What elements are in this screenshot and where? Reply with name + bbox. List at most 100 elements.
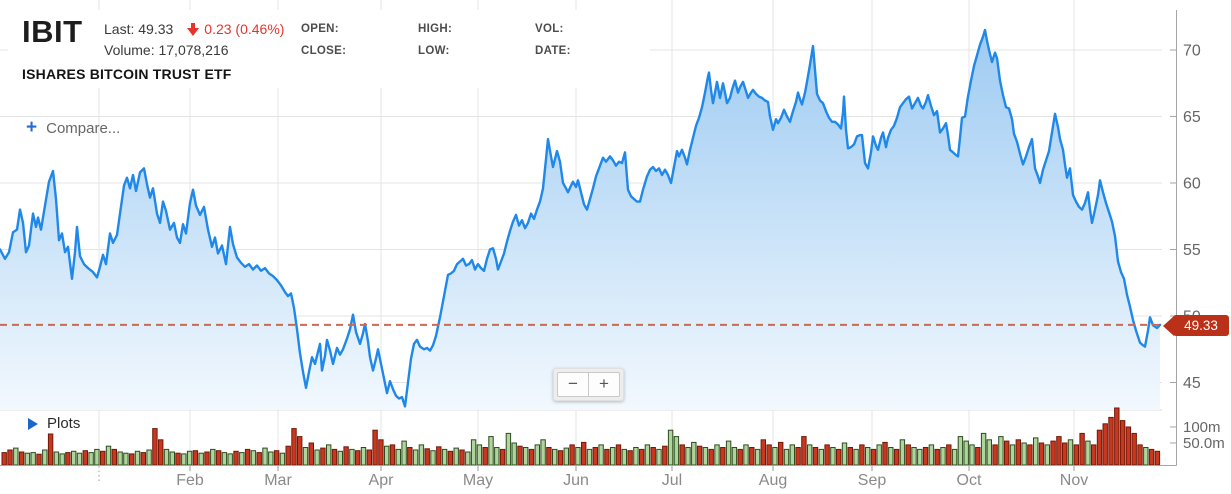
volume-bar	[1038, 442, 1045, 466]
header-background	[8, 10, 650, 88]
volume-bar	[922, 447, 929, 466]
volume-bar	[476, 444, 483, 466]
compare-label: Compare...	[46, 119, 121, 137]
volume-bar	[395, 448, 402, 466]
zoom-in-button[interactable]: +	[589, 372, 620, 397]
volume-tick-label: 100m	[1183, 419, 1221, 436]
volume-bar	[105, 445, 112, 466]
volume-bar	[783, 448, 790, 466]
volume-bar	[511, 442, 517, 466]
volume-bar	[1102, 423, 1108, 466]
volume-bar	[343, 446, 349, 466]
volume-bar	[830, 447, 836, 466]
volume-bar	[302, 447, 309, 466]
volume-bar	[644, 444, 651, 466]
zoom-controls: − +	[553, 368, 624, 401]
volume-bar	[7, 449, 13, 466]
volume-bar	[546, 447, 552, 466]
volume-bar	[888, 447, 894, 466]
date-label: DATE:	[535, 45, 571, 57]
volume-bar	[1137, 444, 1143, 466]
volume-bar	[1033, 437, 1039, 466]
volume-bar	[453, 447, 459, 466]
volume-bar	[911, 447, 917, 466]
volume-bar	[163, 448, 170, 466]
month-label: Feb	[176, 472, 204, 489]
price-line	[0, 28, 1162, 408]
volume-bar	[1073, 444, 1079, 466]
volume-bar	[893, 448, 900, 466]
volume-tick-label: 50.0m	[1183, 435, 1225, 452]
volume-bar	[53, 451, 60, 466]
price-area	[0, 30, 1160, 410]
volume-bar	[696, 445, 703, 466]
volume-bar	[627, 450, 633, 466]
plots-toggle[interactable]: Plots	[28, 415, 80, 432]
vol-label: VOL:	[535, 23, 564, 35]
volume-bar	[221, 452, 228, 466]
volume-bar	[1021, 442, 1027, 466]
volume-bar	[198, 452, 204, 466]
stat-column-open-close: OPEN: CLOSE:	[301, 18, 346, 62]
volume-bar	[998, 436, 1004, 466]
volume-bar	[667, 429, 674, 466]
last-price-tag: 49.33	[1163, 315, 1229, 336]
volume-bar	[326, 444, 332, 466]
volume-bar	[441, 448, 448, 466]
volume-bar	[957, 436, 964, 466]
price-tick-label: 60	[1183, 176, 1201, 193]
volume-bar	[59, 453, 65, 466]
volume-bar	[424, 448, 430, 466]
volume-bar	[1015, 439, 1021, 466]
plus-icon: +	[26, 117, 38, 138]
volume-bar	[905, 444, 911, 466]
last-price-label: Last: 49.33	[104, 21, 174, 37]
volume-bar	[30, 452, 36, 466]
volume-bar	[465, 451, 471, 466]
compare-button[interactable]: + Compare...	[26, 117, 121, 138]
volume-bar	[592, 447, 598, 466]
volume-bar	[824, 444, 830, 466]
price-change: 0.23 (0.46%)	[187, 21, 284, 37]
volume-bar	[517, 445, 523, 466]
volume-bar	[297, 436, 303, 466]
volume-bar	[470, 439, 477, 466]
volume-bar	[1062, 442, 1068, 466]
volume-bar	[331, 448, 338, 466]
volume-bar	[1114, 407, 1120, 466]
volume-bar	[766, 444, 772, 466]
price-tick-label: 55	[1183, 242, 1201, 259]
volume-bar	[720, 447, 726, 466]
open-label: OPEN:	[301, 23, 339, 35]
volume-bar	[928, 444, 935, 466]
volume-bar	[169, 451, 176, 466]
volume-bar	[598, 444, 604, 466]
volume-bar	[42, 449, 48, 466]
volume-bar	[563, 447, 569, 466]
volume-bar	[401, 440, 407, 466]
volume-bar	[186, 450, 193, 466]
volume-bar	[146, 449, 152, 466]
volume-bar	[946, 444, 952, 466]
volume-bar	[76, 452, 83, 466]
volume-bar	[604, 448, 610, 466]
volume-bar	[673, 436, 680, 466]
volume-bar	[836, 448, 842, 466]
zoom-out-button[interactable]: −	[557, 372, 589, 397]
volume-bar	[227, 453, 233, 466]
volume-bar	[870, 448, 877, 466]
volume-bar	[1067, 439, 1074, 466]
volume-bar	[778, 441, 784, 466]
volume-bar	[210, 448, 216, 466]
volume-bar	[412, 449, 419, 466]
volume-bar	[244, 448, 251, 466]
month-label: Mar	[264, 472, 292, 489]
volume-bar	[980, 432, 987, 466]
volume-bar	[355, 450, 361, 466]
volume-bar	[140, 452, 147, 466]
month-label: Apr	[369, 472, 395, 489]
volume-bar	[13, 447, 19, 466]
volume-bar	[639, 448, 645, 466]
month-label: May	[463, 472, 493, 489]
volume-bar	[384, 445, 390, 466]
